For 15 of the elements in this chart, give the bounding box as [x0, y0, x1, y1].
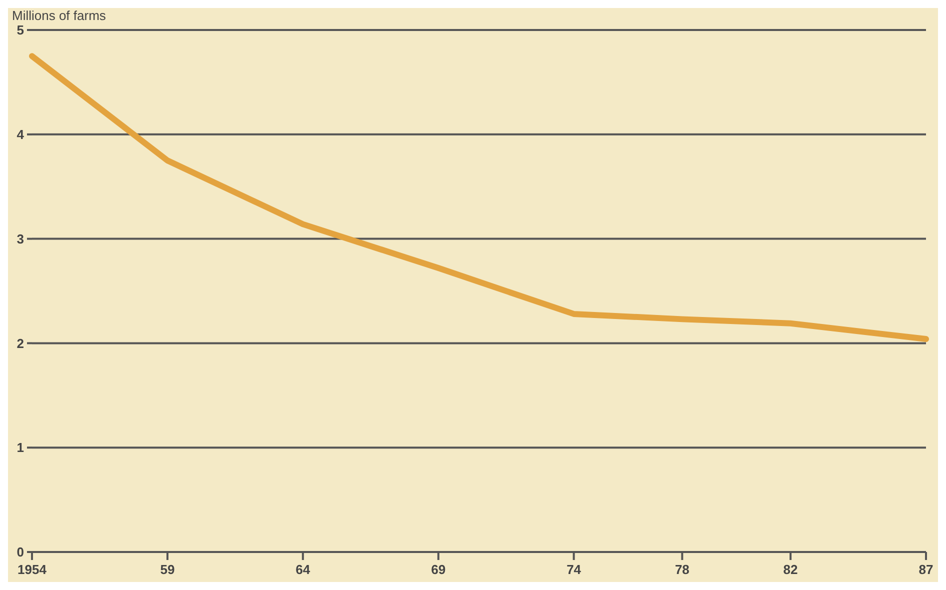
y-tick-label: 1	[16, 440, 24, 456]
x-tick-label: 87	[918, 562, 934, 577]
x-tick-label: 64	[296, 562, 311, 577]
y-axis-title: Millions of farms	[12, 8, 106, 23]
x-tick-label: 78	[674, 562, 690, 577]
x-tick-label: 74	[566, 562, 582, 577]
x-tick-label: 82	[783, 562, 798, 577]
y-tick-label: 5	[16, 22, 24, 38]
y-tick-label: 2	[16, 336, 24, 351]
y-tick-label: 0	[16, 544, 24, 560]
x-tick-label: 69	[431, 562, 446, 577]
y-tick-label: 3	[16, 231, 24, 246]
x-tick-label: 1954	[18, 562, 48, 577]
y-tick-label: 4	[16, 126, 25, 142]
x-tick-label: 59	[160, 562, 175, 577]
